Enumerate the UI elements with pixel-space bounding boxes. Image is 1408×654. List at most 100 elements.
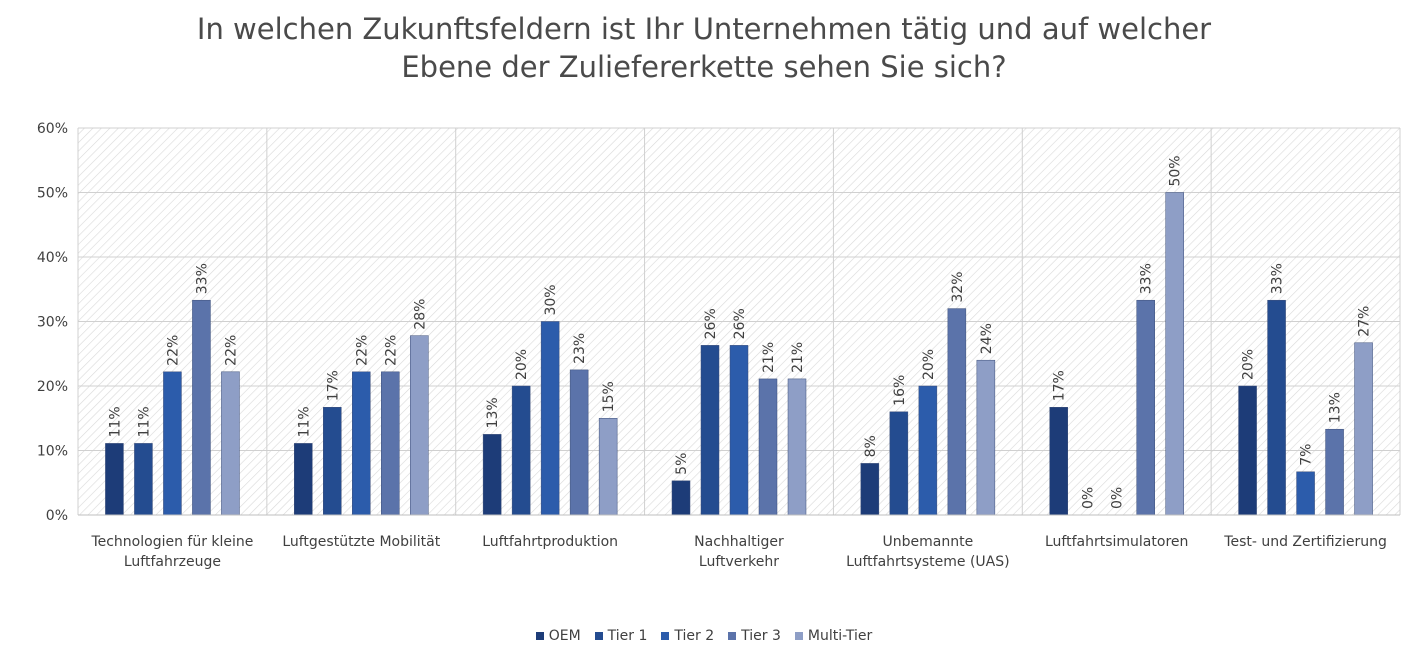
data-label: 26% — [703, 308, 719, 339]
bar — [381, 371, 400, 516]
bar — [482, 434, 502, 516]
data-label: 21% — [790, 342, 806, 373]
bar — [729, 345, 749, 516]
data-label: 26% — [732, 308, 748, 339]
bar — [860, 463, 880, 516]
legend-item: Tier 3 — [728, 628, 781, 644]
data-label: 0% — [1081, 487, 1097, 509]
data-label: 22% — [165, 335, 181, 366]
y-tick-label: 20% — [37, 379, 68, 395]
data-label: 16% — [892, 375, 908, 406]
data-label: 22% — [354, 335, 370, 366]
bar — [105, 443, 124, 516]
bar — [918, 385, 938, 516]
legend-label: Tier 2 — [674, 628, 715, 644]
data-label: 22% — [383, 335, 399, 366]
data-label: 20% — [514, 349, 530, 380]
data-label: 20% — [1241, 349, 1257, 380]
legend-swatch — [661, 632, 670, 640]
x-tick-label: Nachhaltiger Luftverkehr — [694, 534, 784, 570]
data-label: 11% — [296, 406, 312, 437]
data-label: 11% — [136, 406, 152, 437]
data-label: 17% — [1052, 370, 1068, 401]
data-label: 24% — [979, 323, 995, 354]
bar — [1267, 299, 1286, 516]
x-tick-label: Luftgestützte Mobilität — [282, 534, 441, 550]
data-label: 22% — [223, 335, 239, 366]
data-label: 15% — [601, 381, 617, 412]
bar — [511, 385, 531, 516]
bar — [976, 359, 996, 516]
data-label: 33% — [194, 263, 210, 294]
legend-item: Tier 2 — [661, 628, 714, 644]
data-label: 33% — [1139, 263, 1155, 294]
data-label: 0% — [1110, 487, 1126, 509]
bar — [294, 443, 313, 516]
bar — [540, 321, 560, 516]
data-label: 28% — [412, 299, 428, 330]
bar — [1238, 385, 1257, 516]
y-tick-label: 30% — [37, 315, 68, 331]
legend-label: OEM — [548, 628, 581, 644]
bar — [1165, 192, 1184, 516]
y-tick-label: 50% — [37, 186, 68, 202]
legend-label: Tier 1 — [607, 628, 648, 644]
legend-label: Tier 3 — [741, 628, 781, 644]
data-label: 17% — [325, 370, 341, 401]
bar — [1325, 428, 1344, 516]
bar — [947, 308, 967, 516]
data-label: 32% — [950, 271, 966, 302]
bar — [410, 335, 429, 516]
y-tick-label: 40% — [37, 250, 68, 266]
data-label: 8% — [863, 435, 879, 457]
data-label: 30% — [543, 284, 559, 315]
data-label: 13% — [1328, 392, 1344, 423]
bar — [323, 407, 342, 516]
legend-swatch — [594, 632, 603, 640]
legend-label: Multi-Tier — [807, 628, 873, 644]
bar — [889, 411, 909, 516]
data-label: 33% — [1270, 263, 1286, 294]
bar — [787, 378, 807, 516]
bar — [1049, 407, 1068, 516]
bar — [192, 299, 211, 516]
data-label: 13% — [485, 397, 501, 428]
bar — [163, 371, 182, 516]
data-label: 23% — [572, 333, 588, 364]
legend-swatch — [535, 632, 544, 640]
x-tick-label: Unbemannte Luftfahrtsysteme (UAS) — [846, 534, 1010, 570]
x-tick-label: Luftfahrtsimulatoren — [1045, 534, 1189, 550]
data-label: 21% — [761, 342, 777, 373]
data-label: 20% — [921, 349, 937, 380]
legend-item: Tier 1 — [594, 628, 648, 644]
bar — [1354, 342, 1373, 516]
data-label: 50% — [1168, 155, 1184, 186]
legend-swatch — [728, 632, 737, 640]
data-label: 11% — [107, 406, 123, 437]
bar — [758, 378, 778, 516]
bar — [221, 371, 240, 516]
x-tick-label: Luftfahrtproduktion — [482, 534, 619, 550]
bar — [569, 369, 589, 516]
x-tick-label: Technologien für kleine Luftfahrzeuge — [91, 534, 254, 570]
legend-swatch — [794, 632, 803, 640]
bar — [1136, 299, 1155, 516]
x-tick-label: Test- und Zertifizierung — [1224, 534, 1387, 550]
legend-item: OEM — [535, 628, 581, 644]
legend: OEM Tier 1 Tier 2 Tier 3 Multi-Tier — [0, 628, 1408, 644]
data-label: 5% — [674, 453, 690, 475]
y-tick-label: 0% — [46, 508, 68, 524]
bar — [700, 345, 720, 516]
bar — [598, 418, 618, 516]
data-label: 27% — [1357, 306, 1373, 337]
bar — [671, 480, 691, 516]
bar — [1296, 471, 1315, 516]
legend-item: Multi-Tier — [794, 628, 873, 644]
y-tick-label: 60% — [37, 121, 68, 137]
y-tick-label: 10% — [37, 444, 68, 460]
data-label: 7% — [1299, 444, 1315, 466]
bar — [352, 371, 371, 516]
chart-title: In welchen Zukunftsfeldern ist Ihr Unter… — [196, 12, 1212, 84]
